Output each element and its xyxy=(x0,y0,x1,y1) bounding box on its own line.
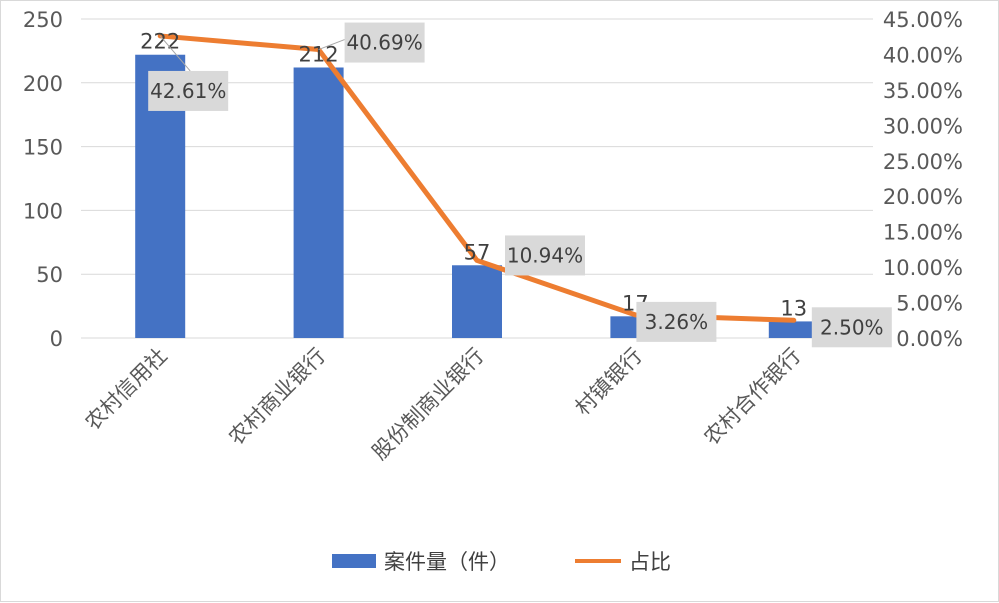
right-tick-label: 5.00% xyxy=(896,292,963,316)
right-tick-label: 40.00% xyxy=(883,43,963,67)
category-labels: 农村信用社 农村商业银行 股份制商业银行 村镇银行 农村合作银行 xyxy=(81,344,806,465)
bar-value-label: 212 xyxy=(299,42,339,66)
legend-line-label: 占比 xyxy=(629,550,671,574)
legend-bar-swatch xyxy=(332,554,376,568)
label-leader-line xyxy=(318,39,345,51)
percent-label: 3.26% xyxy=(645,310,709,334)
category-label: 股份制商业银行 xyxy=(368,344,489,465)
bar xyxy=(293,67,344,338)
right-tick-label: 45.00% xyxy=(883,8,963,32)
bar-value-label: 57 xyxy=(464,240,491,264)
right-tick-label: 25.00% xyxy=(883,150,963,174)
bar-value-label: 13 xyxy=(780,296,807,320)
right-tick-label: 35.00% xyxy=(883,79,963,103)
category-label: 村镇银行 xyxy=(571,344,647,420)
percent-label: 2.50% xyxy=(820,315,884,339)
bar-series xyxy=(135,54,819,339)
percent-value-labels: 42.61% 40.69% 10.94% 3.26% 2.50% xyxy=(148,22,892,348)
percent-label-box xyxy=(344,22,425,63)
percent-label: 10.94% xyxy=(507,243,583,267)
percent-label: 42.61% xyxy=(150,79,226,103)
right-axis-ticks: 0.00% 5.00% 10.00% 15.00% 20.00% 25.00% 30.00%… xyxy=(883,8,963,351)
left-tick-label: 0 xyxy=(50,327,63,351)
left-tick-label: 250 xyxy=(23,8,63,32)
percent-label-box xyxy=(811,307,892,348)
left-tick-label: 50 xyxy=(36,263,63,287)
left-tick-label: 200 xyxy=(23,72,63,96)
left-axis-ticks: 0 50 100 150 200 250 xyxy=(23,8,63,351)
percent-label: 40.69% xyxy=(346,31,422,55)
bar xyxy=(768,321,819,338)
left-tick-label: 150 xyxy=(23,136,63,160)
percent-label-box xyxy=(636,301,717,342)
right-tick-label: 20.00% xyxy=(883,185,963,209)
category-label: 农村信用社 xyxy=(81,344,172,435)
right-tick-label: 15.00% xyxy=(883,221,963,245)
right-tick-label: 0.00% xyxy=(896,327,963,351)
right-tick-label: 30.00% xyxy=(883,114,963,138)
bar xyxy=(452,265,502,338)
bar-value-label: 222 xyxy=(140,30,180,54)
legend-bar-label: 案件量（件） xyxy=(384,550,510,574)
percent-label-box xyxy=(505,235,585,276)
label-leader-line xyxy=(159,35,191,72)
category-label: 农村商业银行 xyxy=(224,344,330,450)
category-label: 农村合作银行 xyxy=(699,344,805,450)
left-tick-label: 100 xyxy=(23,199,63,223)
right-tick-label: 10.00% xyxy=(883,256,963,280)
legend: 案件量（件） 占比 xyxy=(332,550,671,574)
percent-label-box xyxy=(148,70,229,111)
